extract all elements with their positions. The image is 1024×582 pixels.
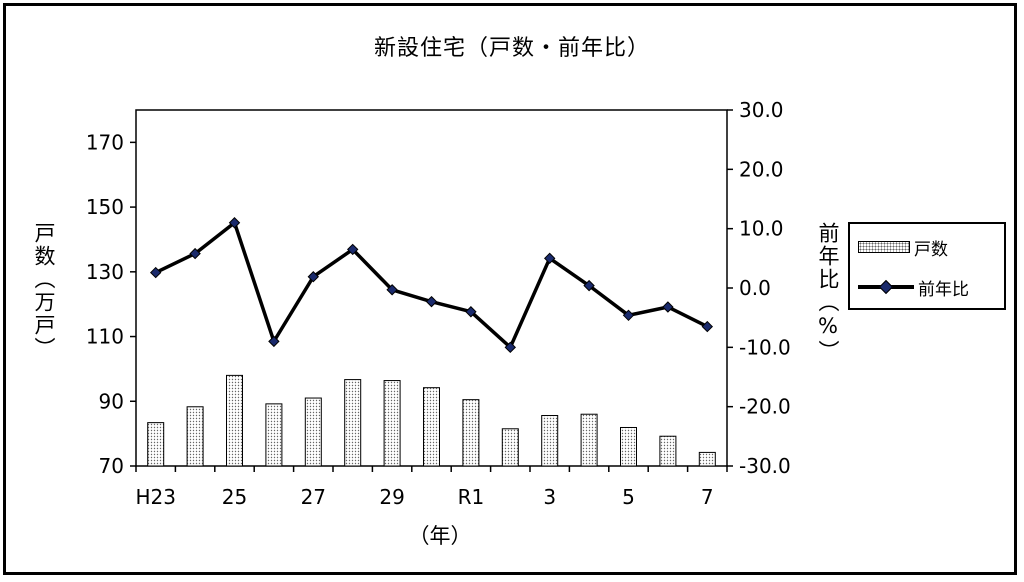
y-right-tick-label: 10.0: [739, 217, 784, 241]
x-tick-label: 3: [543, 485, 556, 509]
marker-yoy: [189, 247, 201, 260]
line-yoy: [154, 220, 709, 350]
marker-yoy: [662, 301, 674, 313]
legend-bar-swatch: [858, 241, 910, 253]
legend-label-yoy: 前年比: [918, 279, 969, 300]
y-right-tick-label: -10.0: [739, 335, 791, 359]
y-right-tick-label: 0.0: [739, 276, 771, 300]
legend-item-yoy: 前年比: [858, 274, 969, 300]
x-tick-label: 5: [622, 485, 635, 509]
legend-item-units: 戸数: [858, 234, 948, 260]
bar-units: [659, 435, 677, 467]
bar-units: [344, 379, 362, 467]
bar-units: [186, 406, 204, 467]
marker-yoy: [386, 284, 398, 296]
y-left-tick-label: 110: [86, 325, 124, 349]
bar-units: [620, 426, 637, 467]
bar-units: [147, 422, 165, 467]
legend-label-units: 戸数: [914, 239, 948, 260]
marker-yoy: [465, 306, 477, 318]
marker-yoy: [583, 279, 595, 292]
x-axis-unit-label: （年）: [408, 524, 472, 548]
marker-yoy: [228, 217, 241, 229]
y-axis-left-label: 戸数（万戸）: [32, 222, 56, 360]
marker-yoy: [346, 243, 359, 256]
bar-units: [501, 428, 519, 467]
bar-units: [698, 451, 716, 467]
bar-units: [383, 380, 401, 467]
y-left-tick-label: 70: [99, 454, 124, 478]
x-tick-label: H23: [135, 485, 176, 509]
y-right-tick-label: -20.0: [739, 395, 791, 419]
y-axis-right-label: 前年比（%）: [816, 222, 840, 363]
marker-yoy: [149, 266, 162, 279]
bar-units: [423, 387, 440, 467]
x-tick-label: R1: [458, 485, 485, 509]
bar-units: [541, 415, 559, 467]
x-tick-label: 27: [301, 485, 326, 509]
y-left-tick-label: 150: [86, 195, 124, 219]
bar-units: [226, 374, 243, 467]
marker-yoy: [622, 309, 635, 322]
x-tick-label: 7: [701, 485, 714, 509]
y-left-tick-label: 90: [99, 389, 124, 413]
marker-yoy: [543, 252, 556, 265]
marker-yoy: [504, 341, 517, 354]
bar-units: [462, 399, 480, 467]
bar-units: [304, 397, 322, 467]
legend-line-swatch: [858, 280, 914, 294]
x-tick-label: 25: [222, 485, 247, 509]
marker-yoy: [701, 320, 714, 333]
marker-yoy: [425, 295, 438, 308]
bar-units: [265, 403, 283, 467]
y-left-tick-label: 170: [86, 130, 124, 154]
chart-title: 新設住宅（戸数・前年比）: [373, 36, 650, 61]
y-right-tick-label: 30.0: [739, 98, 784, 122]
x-tick-label: 29: [379, 485, 404, 509]
marker-yoy: [307, 271, 320, 283]
y-left-tick-label: 130: [86, 260, 124, 284]
legend: 戸数 前年比: [848, 222, 1006, 310]
y-right-tick-label: 20.0: [739, 157, 784, 181]
bar-units: [580, 413, 598, 467]
marker-yoy: [268, 335, 280, 348]
y-right-tick-label: -30.0: [739, 454, 791, 478]
